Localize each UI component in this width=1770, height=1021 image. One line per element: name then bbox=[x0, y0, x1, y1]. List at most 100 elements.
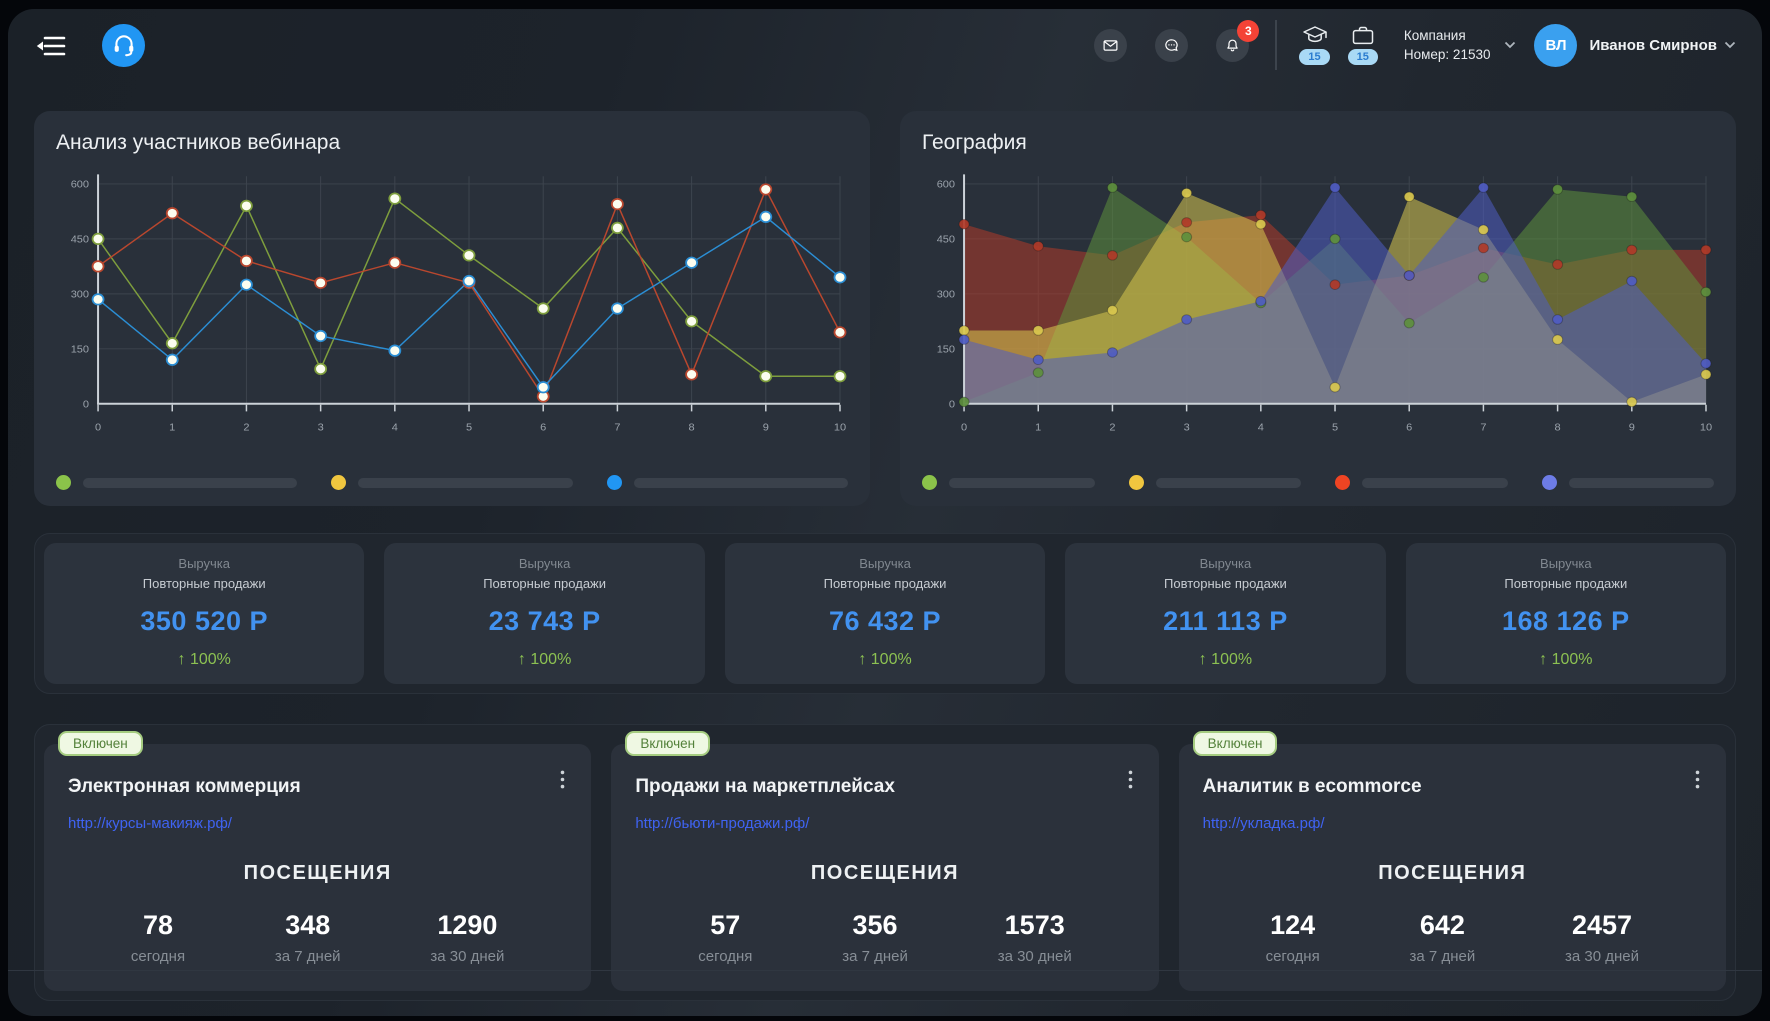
svg-text:9: 9 bbox=[763, 422, 769, 434]
chat-icon[interactable] bbox=[1155, 28, 1189, 62]
site-url-link[interactable]: http://бьюти-продажи.рф/ bbox=[635, 815, 810, 832]
svg-text:10: 10 bbox=[1700, 422, 1712, 434]
svg-text:0: 0 bbox=[83, 399, 89, 411]
stat-label: сегодня bbox=[130, 948, 186, 965]
svg-text:2: 2 bbox=[243, 422, 249, 434]
stat-value: 642 bbox=[1419, 910, 1465, 940]
svg-text:1: 1 bbox=[1035, 422, 1041, 434]
top-bar: 3 15 15 Компания bbox=[8, 9, 1762, 81]
revenue-trend: ↑ 100% bbox=[858, 651, 912, 668]
revenue-value: 23 743 Р bbox=[488, 606, 601, 636]
series-slider-green[interactable] bbox=[922, 475, 1095, 490]
area-chart: 0 150 300 450 600 0 1 2 3 4 5 6 7 8 9 10 bbox=[937, 174, 1712, 434]
slider-track[interactable] bbox=[83, 477, 298, 488]
app-window: 3 15 15 Компания bbox=[8, 9, 1762, 1016]
visits-heading: ПОСЕЩЕНИЯ bbox=[243, 862, 392, 884]
stat-label: за 7 дней bbox=[842, 948, 908, 965]
svg-text:10: 10 bbox=[834, 422, 846, 434]
avatar[interactable]: ВЛ bbox=[1534, 23, 1578, 67]
company-label: Компания bbox=[1403, 28, 1466, 43]
slider-handle[interactable] bbox=[606, 475, 622, 490]
mail-icon[interactable] bbox=[1094, 28, 1128, 62]
chart-series-sliders bbox=[54, 475, 850, 490]
user-menu[interactable]: Иванов Смирнов bbox=[1589, 37, 1736, 54]
site-url-link[interactable]: http://курсы-макияж.рф/ bbox=[68, 815, 232, 832]
slider-handle[interactable] bbox=[922, 475, 937, 490]
chart-title: Анализ участников вебинара bbox=[56, 131, 341, 154]
visits-stats: 78 сегодня 348 за 7 дней 1290 за 30 дней bbox=[68, 910, 567, 965]
series-slider-yellow[interactable] bbox=[331, 475, 573, 490]
series-slider-green[interactable] bbox=[56, 475, 298, 490]
slider-handle[interactable] bbox=[56, 475, 71, 490]
stat-label: сегодня bbox=[1265, 948, 1320, 965]
series-slider-red[interactable] bbox=[1335, 475, 1508, 490]
svg-text:9: 9 bbox=[1629, 422, 1635, 434]
svg-text:450: 450 bbox=[937, 234, 955, 246]
site-card: Включен Продажи на маркетплейсах http://… bbox=[611, 731, 1159, 991]
webinar-analysis-card: Анализ участников вебинара 0 150 300 450 600… bbox=[34, 111, 870, 506]
svg-text:600: 600 bbox=[71, 179, 89, 191]
revenue-sublabel: Повторные продажи bbox=[142, 576, 266, 591]
slider-handle[interactable] bbox=[1541, 475, 1557, 490]
site-url-link[interactable]: http://укладка.рф/ bbox=[1202, 815, 1325, 832]
stat-30days: 1573 за 30 дней bbox=[998, 910, 1072, 965]
education-menu[interactable]: 15 bbox=[1299, 25, 1330, 65]
svg-text:3: 3 bbox=[318, 422, 324, 434]
site-card: Включен Электронная коммерция http://кур… bbox=[44, 731, 592, 991]
notifications-bell-icon[interactable]: 3 bbox=[1216, 19, 1260, 62]
revenue-trend: ↑ 100% bbox=[177, 651, 231, 668]
slider-track[interactable] bbox=[949, 477, 1095, 488]
user-name: Иванов Смирнов bbox=[1589, 36, 1717, 54]
kebab-menu-icon[interactable] bbox=[1691, 766, 1704, 796]
app-logo-headset-icon[interactable] bbox=[102, 23, 145, 67]
stat-30days: 1290 за 30 дней bbox=[430, 910, 504, 965]
svg-text:6: 6 bbox=[540, 422, 546, 434]
revenue-label: Выручка bbox=[518, 556, 571, 571]
revenue-card: Выручка Повторные продажи 350 520 Р ↑ 10… bbox=[44, 543, 365, 684]
briefcase-icon bbox=[1352, 26, 1373, 45]
stat-30days: 2457 за 30 дней bbox=[1565, 910, 1639, 965]
slider-track[interactable] bbox=[633, 477, 848, 488]
revenue-sublabel: Повторные продажи bbox=[483, 576, 607, 591]
stat-label: сегодня bbox=[698, 948, 753, 965]
stat-label: за 7 дней bbox=[274, 948, 341, 965]
svg-text:0: 0 bbox=[95, 422, 101, 434]
svg-text:3: 3 bbox=[1184, 422, 1190, 434]
svg-text:8: 8 bbox=[1555, 422, 1561, 434]
slider-track[interactable] bbox=[1155, 477, 1301, 488]
stat-value: 356 bbox=[852, 910, 898, 940]
revenue-sublabel: Повторные продажи bbox=[1504, 576, 1628, 591]
stat-value: 1290 bbox=[437, 910, 498, 940]
revenue-trend: ↑ 100% bbox=[1198, 651, 1253, 668]
graduation-cap-icon bbox=[1302, 26, 1327, 43]
series-slider-blue[interactable] bbox=[606, 475, 848, 490]
revenue-value: 168 126 Р bbox=[1502, 606, 1630, 636]
site-title: Электронная коммерция bbox=[68, 776, 301, 797]
slider-track[interactable] bbox=[1568, 477, 1714, 488]
kebab-menu-icon[interactable] bbox=[1124, 766, 1137, 796]
visits-heading: ПОСЕЩЕНИЯ bbox=[810, 862, 960, 884]
status-badge: Включен bbox=[1192, 731, 1278, 756]
chevron-down-icon bbox=[1724, 41, 1736, 49]
revenue-label: Выручка bbox=[1540, 556, 1592, 571]
slider-handle[interactable] bbox=[1128, 475, 1144, 490]
revenue-value: 350 520 Р bbox=[140, 606, 268, 636]
stat-label: за 30 дней bbox=[997, 948, 1072, 965]
revenue-trend: ↑ 100% bbox=[1539, 651, 1593, 668]
slider-track[interactable] bbox=[358, 477, 573, 488]
slider-track[interactable] bbox=[1362, 477, 1508, 488]
revenue-trend: ↑ 100% bbox=[517, 651, 572, 668]
series-slider-yellow[interactable] bbox=[1128, 475, 1301, 490]
series-slider-purple[interactable] bbox=[1541, 475, 1714, 490]
revenue-label: Выручка bbox=[859, 556, 911, 571]
slider-handle[interactable] bbox=[331, 475, 347, 490]
company-selector[interactable]: Компания Номер: 21530 bbox=[1404, 26, 1517, 64]
stat-today: 124 сегодня bbox=[1266, 910, 1320, 965]
menu-collapse-icon[interactable] bbox=[36, 34, 66, 58]
svg-text:6: 6 bbox=[1406, 422, 1412, 434]
svg-text:0: 0 bbox=[961, 422, 967, 434]
slider-handle[interactable] bbox=[1335, 475, 1350, 490]
cases-menu[interactable]: 15 bbox=[1347, 25, 1378, 65]
visits-stats: 57 сегодня 356 за 7 дней 1573 за 30 дней bbox=[635, 910, 1134, 965]
kebab-menu-icon[interactable] bbox=[556, 766, 569, 796]
